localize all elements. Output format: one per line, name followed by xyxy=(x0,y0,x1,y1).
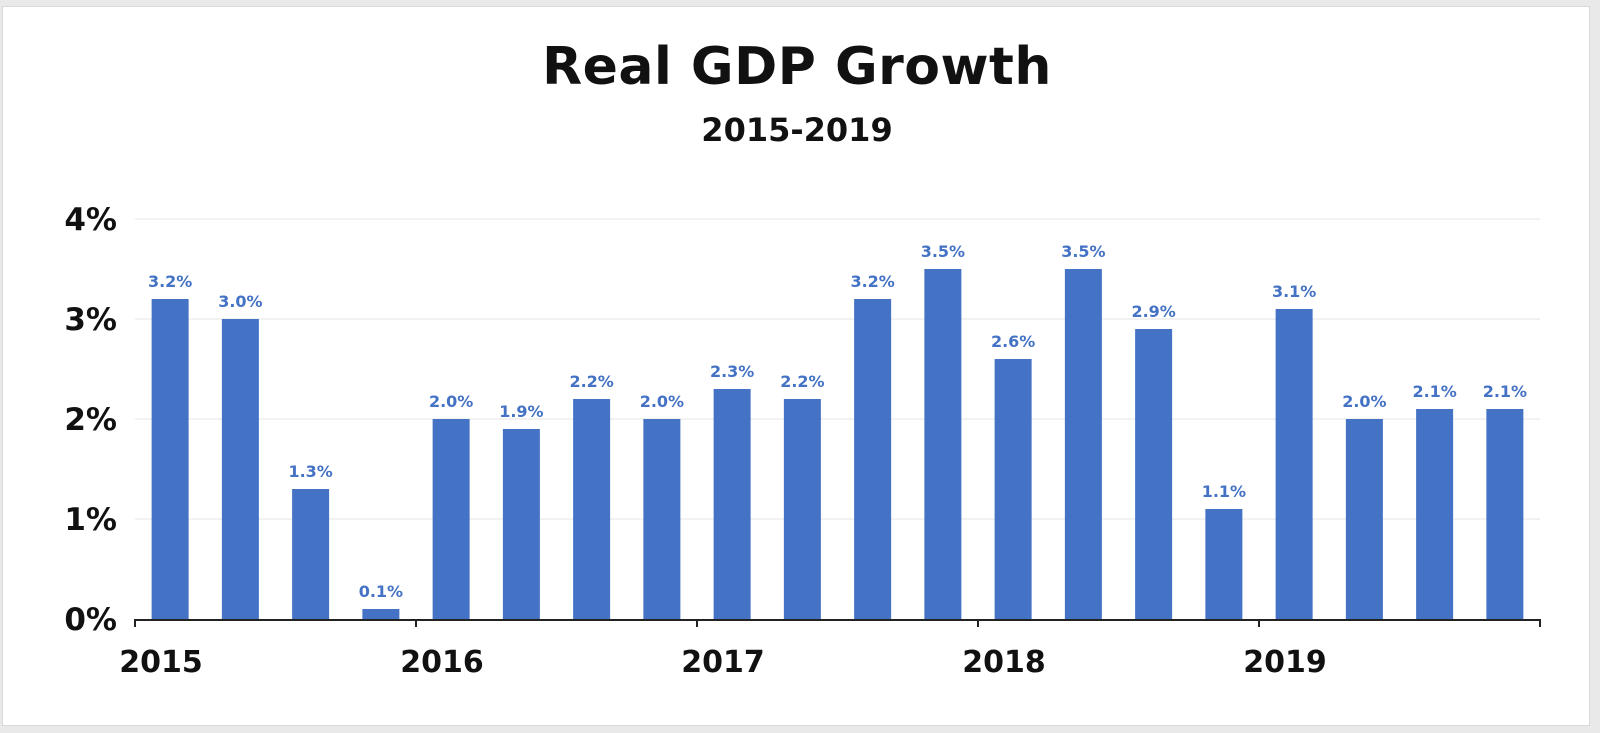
y-tick-label: 4% xyxy=(64,202,117,238)
bar-chart: 0% 1% 2% 3% 4% 3.2% 3.0% 1.3% 0.1% 2.0% 1.9% 2.2% 2.… xyxy=(64,202,1541,680)
data-label: 1.3% xyxy=(288,462,332,481)
bar xyxy=(643,419,681,619)
bar xyxy=(1345,419,1383,619)
bar xyxy=(1135,329,1173,619)
bar xyxy=(151,299,189,619)
bar xyxy=(924,269,962,619)
data-label: 0.1% xyxy=(359,582,403,601)
bar xyxy=(221,319,259,619)
bar xyxy=(854,299,892,619)
data-label: 3.2% xyxy=(850,272,894,291)
x-tick-label: 2015 xyxy=(119,645,203,680)
x-tick-label: 2016 xyxy=(400,645,484,680)
data-label: 2.1% xyxy=(1483,382,1527,401)
data-label: 3.5% xyxy=(921,242,965,261)
x-tick-label: 2018 xyxy=(962,645,1046,680)
chart-subtitle: 2015-2019 xyxy=(701,111,893,149)
y-tick-label: 3% xyxy=(64,302,117,338)
bar xyxy=(432,419,470,619)
bar xyxy=(502,429,540,619)
x-tick-label: 2017 xyxy=(681,645,765,680)
y-tick-label: 1% xyxy=(64,502,117,538)
data-label: 2.9% xyxy=(1131,302,1175,321)
data-label: 2.0% xyxy=(1342,392,1386,411)
data-label: 3.0% xyxy=(218,292,262,311)
bar xyxy=(713,389,751,619)
bar xyxy=(1486,409,1524,619)
data-label: 2.3% xyxy=(710,362,754,381)
bar xyxy=(1064,269,1102,619)
data-label: 3.2% xyxy=(148,272,192,291)
data-label: 2.2% xyxy=(780,372,824,391)
data-label: 2.2% xyxy=(569,372,613,391)
chart-frame: Real GDP Growth 2015-2019 0% 1% 2% 3% 4% 3.2%… xyxy=(2,6,1590,726)
bar xyxy=(994,359,1032,619)
data-label: 3.1% xyxy=(1272,282,1316,301)
data-label: 1.1% xyxy=(1202,482,1246,501)
y-tick-label: 0% xyxy=(64,602,117,638)
bar xyxy=(1416,409,1454,619)
x-tick-label: 2019 xyxy=(1243,645,1327,680)
bar xyxy=(573,399,611,619)
chart-title: Real GDP Growth xyxy=(542,37,1052,97)
bar xyxy=(362,609,400,619)
bar xyxy=(292,489,330,619)
data-label: 1.9% xyxy=(499,402,543,421)
data-label: 2.0% xyxy=(429,392,473,411)
data-label: 2.1% xyxy=(1412,382,1456,401)
data-label: 2.6% xyxy=(991,332,1035,351)
bar xyxy=(783,399,821,619)
bar xyxy=(1205,509,1243,619)
data-label: 2.0% xyxy=(640,392,684,411)
bar xyxy=(1275,309,1313,619)
y-tick-label: 2% xyxy=(64,402,117,438)
data-label: 3.5% xyxy=(1061,242,1105,261)
